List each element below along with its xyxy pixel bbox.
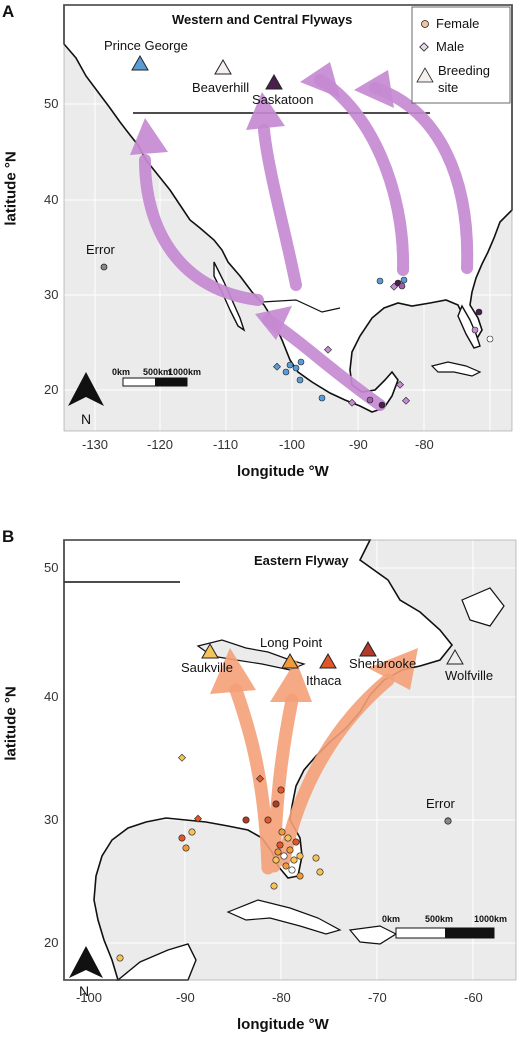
svg-text:40: 40 (44, 192, 58, 207)
panel-a-y-ticks: 20 30 40 50 (44, 96, 58, 397)
svg-text:500km: 500km (143, 367, 171, 377)
legend-breeding-symbol (416, 67, 434, 83)
svg-text:40: 40 (44, 689, 58, 704)
panel-a-x-axis-title: longitude °W (237, 463, 329, 480)
legend-female-label: Female (436, 16, 479, 31)
svg-text:-80: -80 (415, 437, 434, 452)
svg-text:-70: -70 (368, 990, 387, 1005)
panel-b-error-label: Error (426, 796, 456, 811)
panel-b-wolfville-label: Wolfville (445, 668, 493, 683)
panel-b-ithaca-label: Ithaca (306, 673, 342, 688)
panel-a-arrowheads (130, 62, 394, 340)
legend-breeding-label-2: site (438, 80, 458, 95)
legend-breeding-label-1: Breeding (438, 63, 490, 78)
panel-b-x-ticks: -100 -90 -80 -70 -60 (76, 990, 483, 1005)
panel-b-arrows (229, 673, 395, 875)
panel-b-saukville-label: Saukville (181, 660, 233, 675)
svg-text:-90: -90 (349, 437, 368, 452)
svg-text:20: 20 (44, 935, 58, 950)
panel-b-arrowheads (210, 648, 418, 702)
panel-b-hispaniola (348, 925, 398, 945)
panel-b-points (116, 753, 324, 962)
panel-a-florida (457, 304, 481, 349)
panel-a-title: Western and Central Flyways (172, 12, 352, 27)
svg-text:-110: -110 (213, 437, 238, 452)
panel-b-scale-bar: 0km 500km 1000km (382, 914, 507, 939)
panel-b-newfoundland (461, 587, 505, 627)
panel-b-error-point (444, 817, 452, 825)
svg-text:30: 30 (44, 287, 58, 302)
panel-b-saukville-marker (201, 642, 219, 659)
panel-a-scale-bar: 0km 500km 1000km (112, 367, 201, 387)
panel-a-cuba (430, 361, 482, 377)
svg-text:1000km: 1000km (168, 367, 201, 377)
svg-text:30: 30 (44, 812, 58, 827)
panel-b-north-arrow: N (69, 946, 103, 999)
panel-a-x-ticks: -130 -120 -110 -100 -90 -80 (82, 437, 434, 452)
panel-a-prince-george-label: Prince George (104, 38, 188, 53)
panel-b-letter: B (2, 527, 15, 546)
panel-b-long-point-marker (281, 652, 299, 669)
legend-male-label: Male (436, 39, 464, 54)
panel-a-error-point (100, 263, 108, 271)
svg-text:-60: -60 (464, 990, 483, 1005)
panel-a-letter: A (2, 2, 15, 21)
panel-a-north-arrow: N (68, 372, 104, 427)
panel-b-cuba (226, 899, 342, 935)
svg-text:1000km: 1000km (474, 914, 507, 924)
svg-text:500km: 500km (425, 914, 453, 924)
panel-b-sherbrooke-label: Sherbrooke (349, 656, 416, 671)
panel-b-title: Eastern Flyway (254, 553, 349, 568)
panel-b-ithaca-marker (319, 652, 337, 669)
svg-text:N: N (79, 983, 89, 999)
svg-text:0km: 0km (382, 914, 400, 924)
panel-a-saskatoon-label: Saskatoon (252, 92, 313, 107)
panel-a-points (273, 276, 494, 409)
panel-a-beaverhill-label: Beaverhill (192, 80, 249, 95)
svg-text:-120: -120 (147, 437, 173, 452)
svg-text:-100: -100 (76, 990, 102, 1005)
panel-b-wolfville-marker (446, 648, 464, 665)
svg-text:0km: 0km (112, 367, 130, 377)
panel-b-sherbrooke-marker (359, 640, 377, 657)
svg-text:-130: -130 (82, 437, 108, 452)
legend-male-symbol (419, 42, 429, 52)
panel-a-border-mexico (261, 299, 341, 313)
panel-b-x-axis-title: longitude °W (237, 1016, 329, 1033)
svg-text:20: 20 (44, 382, 58, 397)
svg-text:-90: -90 (176, 990, 195, 1005)
svg-text:50: 50 (44, 96, 58, 111)
panel-b-y-ticks: 20 30 40 50 (44, 560, 58, 950)
panel-a-error-label: Error (86, 242, 116, 257)
svg-text:-100: -100 (279, 437, 305, 452)
panel-b-long-point-label: Long Point (260, 635, 323, 650)
panel-a-beaverhill-marker (214, 58, 232, 75)
svg-text:N: N (81, 411, 91, 427)
panel-a-saskatoon-marker (265, 73, 283, 90)
svg-text:-80: -80 (272, 990, 291, 1005)
svg-text:50: 50 (44, 560, 58, 575)
panel-a-legend: Female Male Breeding site (411, 6, 511, 104)
legend-female-symbol (421, 20, 429, 28)
panel-a-prince-george-marker (131, 54, 149, 71)
